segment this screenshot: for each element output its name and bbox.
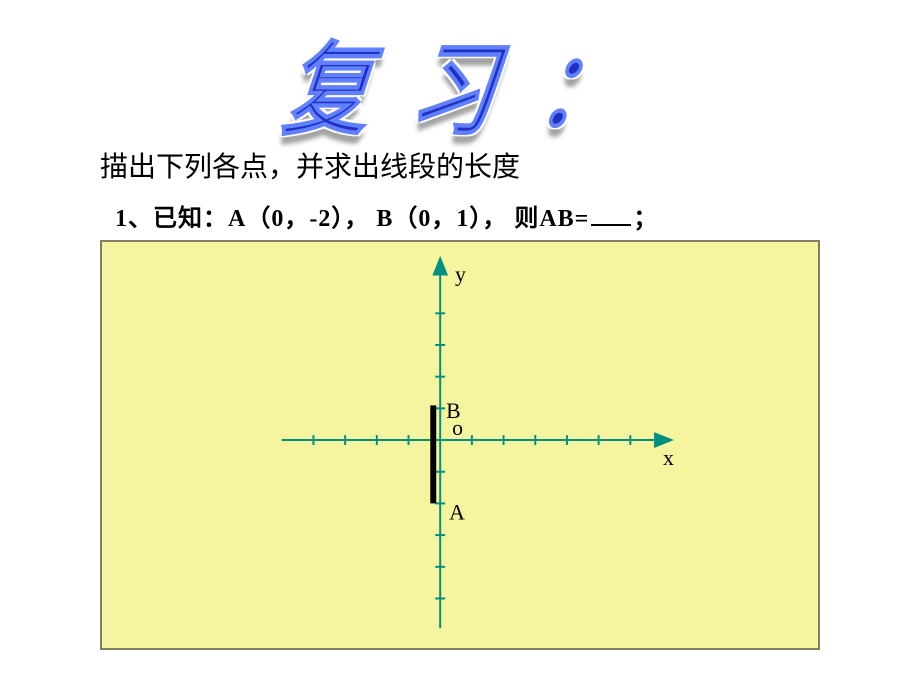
problem-prefix: 1、已知：A（0，-2）， B（0，1）， 则AB= xyxy=(115,206,589,232)
point-b-label: B xyxy=(446,399,461,423)
coordinate-graph: y x o B A xyxy=(100,240,820,650)
title-char: 习 xyxy=(404,8,516,156)
point-a-label: A xyxy=(449,500,465,524)
problem-statement: 1、已知：A（0，-2）， B（0，1）， 则AB= ； xyxy=(115,198,658,233)
subtitle-text: 描出下列各点，并求出线段的长度 xyxy=(100,145,520,185)
problem-suffix: ； xyxy=(633,206,658,232)
page-title-wordart: 复 习 ： xyxy=(286,20,634,143)
graph-svg: y x o B A xyxy=(102,242,818,648)
x-axis-label: x xyxy=(663,446,674,470)
title-char: ： xyxy=(530,8,642,156)
answer-blank xyxy=(591,206,631,226)
y-axis-label: y xyxy=(455,263,466,287)
title-char: 复 xyxy=(278,8,390,156)
